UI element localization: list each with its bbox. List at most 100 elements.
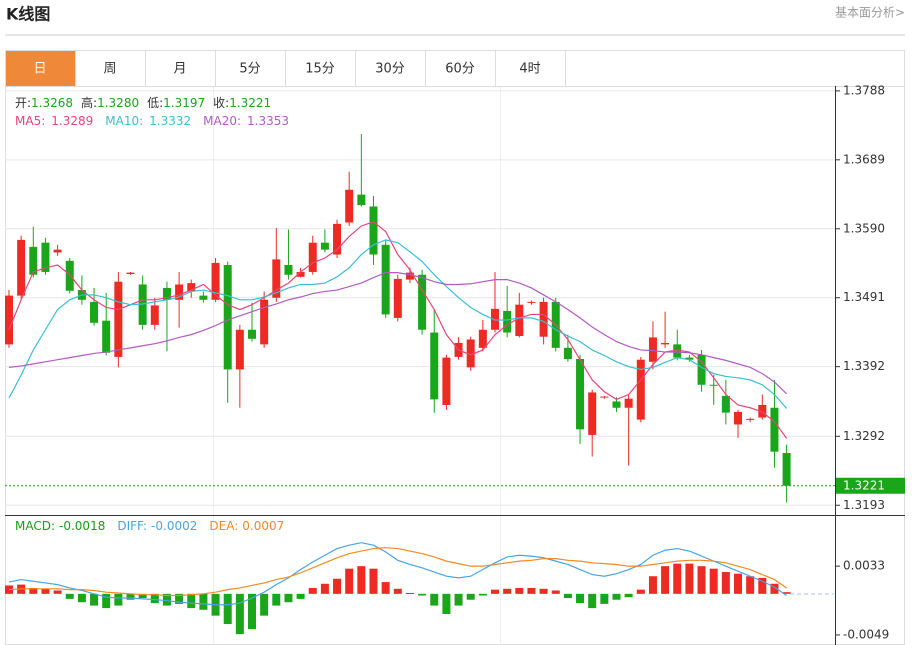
candle-body bbox=[260, 299, 269, 345]
y-tick-label: -0.0049 bbox=[843, 627, 889, 641]
candle-body bbox=[369, 206, 378, 255]
quote-label: 高: bbox=[81, 95, 97, 110]
y-tick-label: 1.3491 bbox=[843, 290, 885, 304]
tab-label[interactable]: 日 bbox=[33, 62, 46, 77]
legend-name: MA20: bbox=[203, 114, 241, 128]
candle-body bbox=[576, 359, 585, 430]
tab-label[interactable]: 5分 bbox=[239, 62, 260, 77]
last-price-label: 1.3221 bbox=[843, 478, 885, 492]
macd-bar bbox=[333, 578, 342, 594]
tab-label[interactable]: 30分 bbox=[375, 62, 405, 77]
candle-body bbox=[442, 357, 451, 405]
quote-value: 1.3268 bbox=[31, 96, 73, 110]
candle-body bbox=[102, 320, 111, 353]
candle-body bbox=[770, 407, 779, 452]
macd-bar bbox=[235, 593, 244, 635]
macd-bar bbox=[661, 566, 670, 594]
candle-body bbox=[53, 249, 62, 253]
legend-value: 0.0007 bbox=[242, 519, 284, 533]
line-series bbox=[8, 272, 788, 395]
y-tick-label: 1.3392 bbox=[843, 359, 885, 373]
candle-body bbox=[648, 337, 657, 362]
candle-body bbox=[284, 264, 293, 275]
candle-body bbox=[5, 295, 13, 345]
macd-bar bbox=[685, 563, 694, 594]
candle-body bbox=[503, 310, 512, 333]
macd-bar bbox=[29, 587, 38, 594]
macd-bar bbox=[102, 593, 111, 609]
macd-bar bbox=[746, 576, 755, 594]
candle-body bbox=[624, 398, 633, 408]
macd-bar bbox=[248, 593, 256, 630]
macd-bar bbox=[721, 572, 730, 594]
candle-body bbox=[138, 284, 147, 325]
line-series bbox=[8, 542, 787, 606]
legend-value: 1.3289 bbox=[51, 114, 93, 128]
tab-label[interactable]: 15分 bbox=[305, 62, 335, 77]
tab-label[interactable]: 周 bbox=[103, 62, 116, 77]
tab[interactable] bbox=[75, 50, 146, 87]
legend-name: MACD: bbox=[15, 519, 55, 533]
candle-body bbox=[600, 396, 609, 398]
macd-bar bbox=[357, 566, 366, 594]
candle-body bbox=[381, 244, 390, 315]
candle-body bbox=[357, 194, 366, 206]
macd-bar bbox=[199, 593, 208, 610]
macd-bar bbox=[284, 593, 293, 603]
candle-body bbox=[296, 271, 305, 277]
legend-value: -0.0002 bbox=[151, 519, 197, 533]
tab-label[interactable]: 60分 bbox=[445, 62, 475, 77]
candle-body bbox=[175, 284, 184, 300]
tab-label[interactable]: 月 bbox=[173, 62, 186, 77]
legend-value: -0.0018 bbox=[59, 519, 105, 533]
macd-bar bbox=[600, 593, 609, 604]
candle-body bbox=[418, 274, 427, 330]
legend-name: MA10: bbox=[105, 114, 143, 128]
candle-body bbox=[478, 329, 487, 348]
tab[interactable] bbox=[145, 50, 216, 87]
macd-bar bbox=[576, 593, 585, 604]
candle-body bbox=[248, 329, 256, 339]
macd-bar bbox=[466, 593, 475, 600]
candle-body bbox=[612, 401, 621, 408]
y-tick-label: 1.3193 bbox=[843, 498, 885, 512]
candle-body bbox=[114, 281, 123, 357]
candle-body bbox=[199, 295, 208, 300]
quote-value: 1.3197 bbox=[163, 96, 205, 110]
y-tick-label: 1.3292 bbox=[843, 429, 885, 443]
candle-body bbox=[162, 287, 171, 300]
candle-body bbox=[758, 404, 767, 418]
macd-bar bbox=[478, 593, 487, 596]
quote-line: 开:1.3268 高:1.3280 低:1.3197 收:1.3221 bbox=[15, 95, 271, 110]
tab[interactable] bbox=[5, 50, 76, 87]
quote-value: 1.3280 bbox=[97, 96, 139, 110]
macd-bar bbox=[162, 593, 171, 606]
candle-body bbox=[272, 259, 281, 298]
tab-label[interactable]: 4时 bbox=[519, 62, 540, 77]
tab[interactable] bbox=[285, 50, 356, 87]
macd-bar bbox=[770, 583, 779, 594]
plot: 日 周 月 5分 15分 30分 60分 4时 1.3193 1.3292 1.3392 1.3491… bbox=[5, 50, 905, 641]
candle-body bbox=[17, 239, 26, 296]
macd-bar bbox=[405, 593, 414, 594]
page-title: K线图 bbox=[6, 5, 50, 24]
macd-bar bbox=[393, 588, 402, 594]
macd-legend: MACD: -0.0018 DIFF: -0.0002 DEA: 0.0007 bbox=[15, 519, 284, 533]
macd-bar bbox=[90, 593, 99, 606]
line-series bbox=[8, 221, 788, 439]
candle-body bbox=[126, 272, 135, 275]
tab[interactable] bbox=[495, 50, 566, 87]
macd-bar bbox=[454, 593, 463, 606]
macd-bar bbox=[65, 593, 74, 599]
quote-label: 开: bbox=[15, 96, 31, 110]
macd-bar bbox=[114, 593, 123, 606]
quote-label: 低: bbox=[147, 96, 163, 110]
analysis-link[interactable]: 基本面分析> bbox=[835, 6, 905, 20]
candle-body bbox=[211, 262, 220, 300]
legend-value: 1.3332 bbox=[149, 114, 191, 128]
candle-body bbox=[734, 411, 742, 425]
macd-bar bbox=[272, 593, 281, 606]
macd-bar bbox=[648, 576, 657, 594]
candle-body bbox=[673, 344, 682, 358]
candle-body bbox=[746, 418, 755, 420]
